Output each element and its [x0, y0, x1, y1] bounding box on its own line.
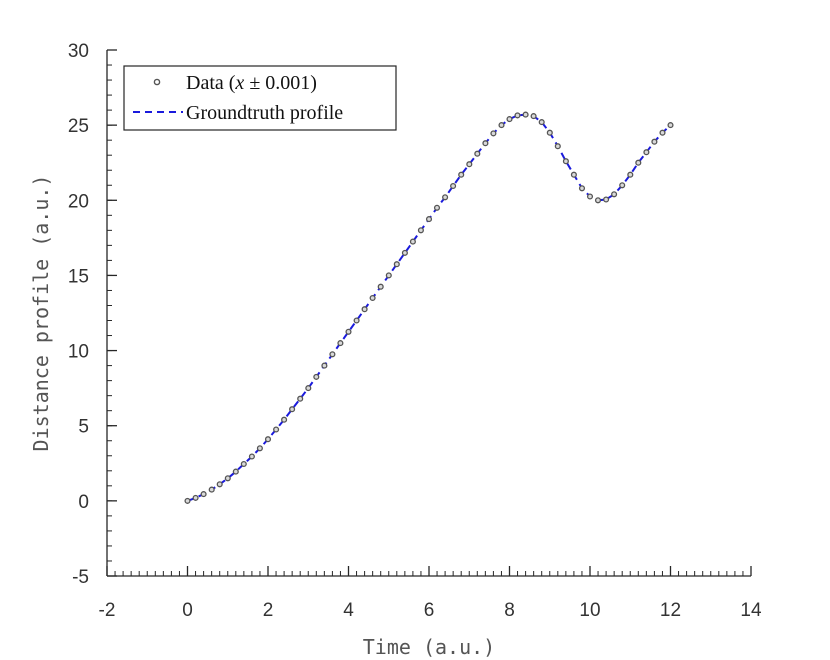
data-point: [248, 453, 255, 460]
data-point: [586, 193, 594, 200]
legend-label-data: Data (x ± 0.001): [186, 72, 317, 94]
data-point: [401, 249, 408, 256]
data-point: [530, 113, 537, 120]
data-point: [635, 159, 642, 166]
data-point: [570, 171, 577, 178]
data-point: [458, 171, 465, 178]
legend-marker-data: [153, 78, 161, 86]
data-point: [538, 119, 545, 126]
data-point: [377, 283, 384, 290]
x-tick-label: 2: [263, 600, 274, 621]
data-point: [546, 129, 553, 136]
data-point: [313, 373, 320, 380]
data-point: [297, 395, 304, 402]
data-point: [273, 426, 280, 433]
data-point: [522, 111, 529, 118]
data-point: [289, 406, 296, 413]
data-point: [256, 445, 263, 452]
x-tick-label: 10: [579, 600, 600, 621]
data-point: [361, 306, 368, 313]
legend-label-data-suffix: ± 0.001): [244, 72, 317, 94]
data-point: [200, 491, 207, 498]
y-tick-label: 20: [68, 191, 89, 212]
data-point: [651, 138, 658, 145]
data-point: [490, 130, 497, 137]
legend-label-groundtruth: Groundtruth profile: [186, 102, 343, 124]
data-point: [659, 129, 666, 136]
groundtruth-line: [187, 113, 672, 502]
data-point: [578, 185, 586, 192]
data-point: [474, 150, 481, 157]
groundtruth-profile-series: [187, 113, 672, 502]
data-point: [353, 317, 360, 324]
data-point: [232, 468, 239, 475]
data-point: [498, 122, 505, 129]
data-point: [345, 328, 352, 335]
legend-box: [123, 65, 397, 131]
x-tick-label: 14: [740, 600, 762, 621]
y-major-ticks: [107, 49, 117, 577]
data-markers-series: [184, 111, 674, 504]
x-axis-label: Time (a.u.): [363, 635, 495, 659]
x-tick-label: -2: [99, 600, 116, 621]
x-tick-label: 4: [343, 600, 354, 621]
x-tick-label: 0: [182, 600, 193, 621]
data-point: [264, 436, 272, 443]
y-tick-label: 0: [78, 492, 89, 513]
data-point: [409, 238, 416, 245]
x-tick-label: 8: [504, 600, 515, 621]
y-tick-label: 10: [68, 342, 89, 363]
data-point: [208, 486, 215, 493]
data-point: [611, 191, 618, 198]
data-point: [667, 122, 674, 129]
data-point: [554, 143, 561, 150]
legend-label-data-var: x: [234, 72, 244, 94]
y-tick-label: 5: [78, 417, 89, 438]
y-tick-label: 25: [68, 116, 89, 137]
data-point: [627, 171, 634, 178]
data-point: [321, 362, 328, 369]
data-point: [305, 385, 312, 392]
data-point: [433, 204, 441, 211]
x-tick-labels: -2 0 2 4 6 8 10 12 14: [99, 600, 762, 621]
data-point: [240, 460, 247, 468]
x-tick-label: 12: [660, 600, 681, 621]
data-point: [184, 497, 191, 504]
data-point: [224, 475, 231, 482]
data-point: [385, 272, 392, 279]
x-tick-label: 6: [424, 600, 435, 621]
legend: Data (x ± 0.001) Groundtruth profile: [123, 65, 397, 131]
data-point: [450, 182, 457, 190]
data-point: [466, 161, 473, 168]
data-point: [562, 158, 569, 165]
data-point: [425, 216, 433, 223]
data-point: [417, 227, 424, 234]
data-point: [514, 112, 521, 119]
data-point: [442, 194, 449, 201]
legend-label-data-prefix: Data (: [186, 72, 236, 94]
data-point: [281, 416, 288, 423]
y-tick-label: -5: [72, 567, 89, 588]
data-point: [393, 261, 400, 268]
data-point: [603, 196, 610, 203]
data-point: [192, 494, 199, 501]
data-point: [369, 294, 376, 302]
data-point: [506, 116, 513, 123]
data-point: [337, 340, 344, 347]
data-point: [482, 140, 489, 147]
data-point: [643, 149, 650, 156]
y-tick-label: 30: [68, 41, 89, 62]
y-tick-labels: -5 0 5 10 15 20 25 30: [68, 41, 89, 588]
data-point: [216, 481, 223, 488]
data-point: [594, 197, 602, 204]
y-minor-ticks: [107, 49, 112, 577]
y-tick-label: 15: [68, 266, 89, 287]
data-point: [619, 182, 626, 189]
data-point: [329, 351, 336, 358]
y-axis-label: Distance profile (a.u.): [29, 175, 53, 452]
